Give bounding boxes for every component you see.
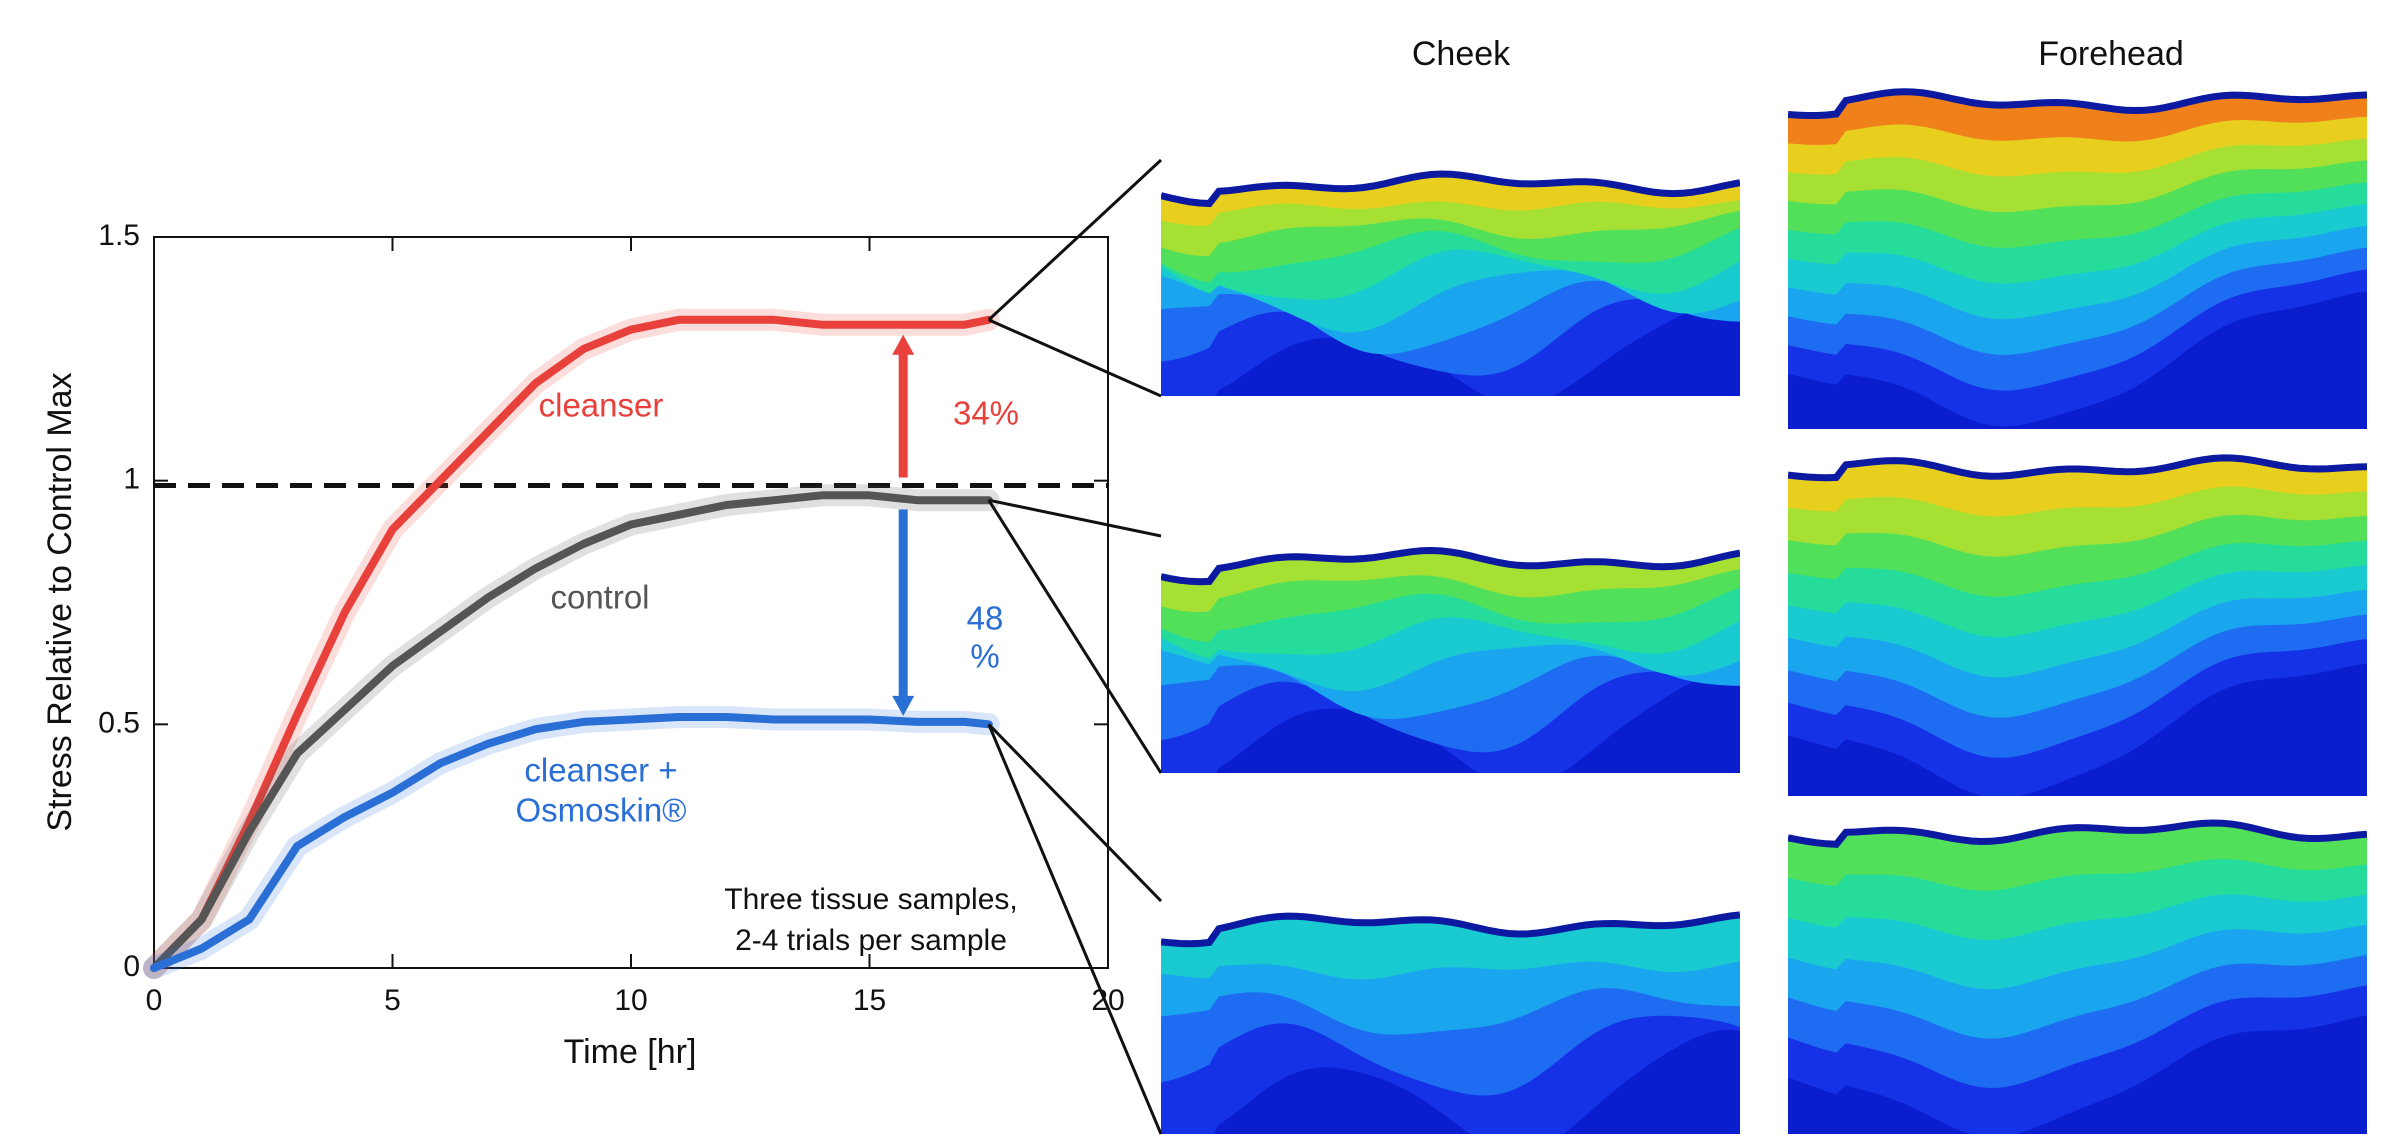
panel-body <box>1788 819 2367 1137</box>
annotation: Three tissue samples, <box>724 883 1017 916</box>
figure: Cheek Forehead Time [hr] Stress Relative… <box>0 0 2387 1142</box>
connector <box>989 500 1161 536</box>
connector <box>989 724 1161 901</box>
x-axis-title: Time [hr] <box>564 1033 697 1071</box>
y-tick-label: 0.5 <box>98 706 140 739</box>
simulation-panel <box>1161 901 1740 1142</box>
connector <box>989 724 1161 1134</box>
panel-body <box>1788 88 2367 429</box>
annotation: % <box>970 638 999 675</box>
connector <box>989 500 1161 773</box>
annotation: cleanser + <box>524 752 677 789</box>
y-tick-label: 1 <box>123 463 140 496</box>
panel-body <box>1788 454 2367 798</box>
annotation: 2-4 trials per sample <box>735 924 1007 957</box>
annotation: control <box>550 579 649 616</box>
connector <box>989 160 1161 320</box>
x-tick-label: 0 <box>146 984 163 1017</box>
x-tick-label: 15 <box>853 984 886 1017</box>
annotation: cleanser <box>539 387 664 424</box>
simulation-panel <box>1161 536 1740 790</box>
annotation: Osmoskin® <box>515 792 686 829</box>
simulation-panel <box>1788 88 2367 429</box>
arrow-head <box>892 335 914 355</box>
column-title: Cheek <box>1412 35 1511 73</box>
simulation-panel <box>1788 454 2367 798</box>
page: Cheek Forehead Time [hr] Stress Relative… <box>0 0 2387 1142</box>
panel-body <box>1161 160 1740 410</box>
x-tick-label: 5 <box>384 984 401 1017</box>
y-tick-label: 0 <box>123 950 140 983</box>
column-title: Forehead <box>2038 35 2184 73</box>
connector <box>989 320 1161 396</box>
simulation-panel <box>1788 819 2367 1137</box>
x-tick-label: 10 <box>614 984 647 1017</box>
panel-body <box>1161 536 1740 790</box>
panel-body <box>1161 901 1740 1142</box>
y-tick-label: 1.5 <box>98 219 140 252</box>
y-axis-title: Stress Relative to Control Max <box>41 372 79 831</box>
simulation-panel <box>1161 160 1740 410</box>
annotation: 48 <box>967 600 1004 637</box>
x-tick-label: 20 <box>1091 984 1124 1017</box>
annotation: 34% <box>953 395 1019 432</box>
